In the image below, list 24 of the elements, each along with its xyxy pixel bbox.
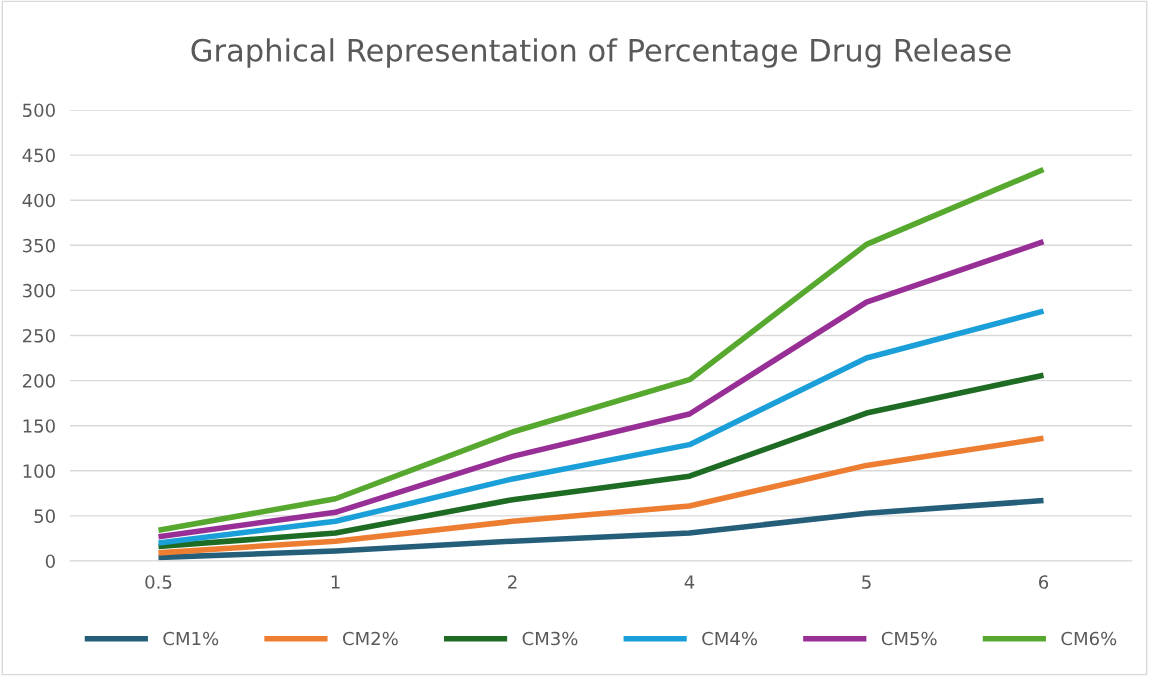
y-tick-label: 450 [22, 148, 55, 163]
x-tick-label: 0.5 [145, 575, 172, 589]
y-tick-label: 50 [34, 509, 55, 524]
legend-label: CM4% [702, 631, 758, 646]
y-tick-label: 200 [22, 374, 55, 388]
legend-label: CM5% [881, 631, 937, 646]
y-tick-label: 250 [22, 328, 55, 343]
x-tick-label: 4 [684, 575, 695, 589]
y-tick-label: 100 [23, 464, 55, 478]
x-tick-label: 6 [1039, 575, 1049, 589]
x-tick-label: 2 [508, 575, 517, 589]
chart-title: Graphical Representation of Percentage Drug Release [191, 38, 1011, 68]
y-tick-label: 300 [23, 283, 55, 298]
legend-label: CM3% [522, 631, 578, 646]
x-tick-label: 5 [862, 575, 871, 589]
legend-label: CM2% [343, 631, 398, 646]
y-tick-label: 500 [23, 103, 55, 118]
x-tick-label: 1 [331, 575, 340, 589]
y-tick-label: 350 [23, 238, 55, 253]
legend-label: CM6% [1061, 631, 1117, 646]
legend-label: CM1% [163, 631, 219, 646]
y-tick-label: 150 [23, 419, 55, 433]
y-tick-label: 400 [22, 193, 55, 208]
y-tick-label: 0 [45, 554, 55, 569]
